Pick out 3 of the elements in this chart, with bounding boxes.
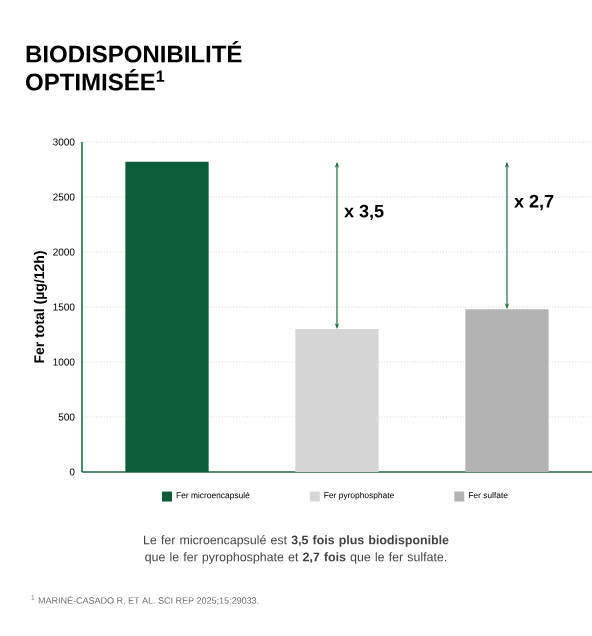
annotation: x 2,7 [514, 194, 554, 211]
annotation: x 3,5 [344, 204, 384, 221]
chart-title: BIODISPONIBILITÉ OPTIMISÉE$^{1}$ [26, 41, 242, 91]
